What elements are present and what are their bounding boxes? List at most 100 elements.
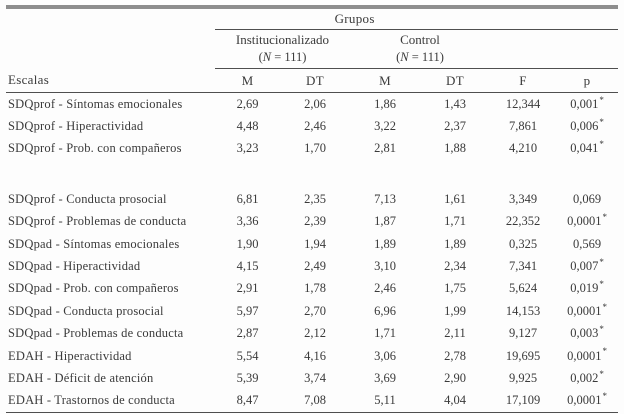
m2-cell: 3,22 bbox=[374, 119, 396, 134]
dt1-cell: 4,16 bbox=[304, 348, 326, 363]
dt2-cell: 1,99 bbox=[444, 303, 466, 318]
table-row: SDQpad - Prob. con compañeros 2,91 1,78 2,4… bbox=[6, 278, 618, 300]
dt2-cell: 2,78 bbox=[444, 348, 466, 363]
p-cell: 0,069 bbox=[572, 191, 602, 206]
table-row: SDQprof - Síntomas emocionales 2,69 2,06 1,… bbox=[6, 93, 618, 116]
escala-cell: EDAH - Hiperactividad bbox=[8, 348, 132, 363]
significance-asterisk: * bbox=[602, 301, 607, 312]
stat-headers-row: Escalas M DT M DT F p bbox=[6, 68, 619, 93]
table-row: SDQprof - Conducta prosocial 6,81 2,35 7,13… bbox=[6, 188, 618, 210]
group-control-cell: Control (N = 111) bbox=[350, 29, 490, 69]
dt2-cell: 1,61 bbox=[444, 191, 466, 206]
blank-cell bbox=[490, 29, 556, 69]
dt1-cell: 2,35 bbox=[304, 191, 326, 206]
dt2-cell: 1,71 bbox=[444, 214, 466, 229]
escala-cell: SDQprof - Síntomas emocionales bbox=[8, 96, 183, 111]
m1-cell: 5,39 bbox=[236, 370, 259, 385]
escala-cell: SDQpad - Prob. con compañeros bbox=[8, 281, 179, 296]
group-name: Control bbox=[400, 32, 440, 48]
table-body: SDQprof - Síntomas emocionales 2,69 2,06 1,… bbox=[6, 93, 618, 413]
table-row: SDQprof - Prob. con compañeros 3,23 1,70 2,… bbox=[6, 138, 618, 160]
m1-cell: 1,90 bbox=[236, 236, 259, 251]
p-cell: 0,001* bbox=[570, 94, 604, 111]
m2-cell: 3,06 bbox=[374, 348, 396, 363]
m1-cell: 4,15 bbox=[236, 259, 259, 274]
table-row: SDQprof - Problemas de conducta 3,36 2,39 1… bbox=[6, 211, 618, 233]
m2-cell: 3,10 bbox=[374, 259, 396, 274]
m1-cell: 5,54 bbox=[236, 348, 259, 363]
escala-cell: EDAH - Déficit de atención bbox=[8, 370, 154, 385]
dt1-cell: 7,08 bbox=[304, 393, 326, 408]
dt1-cell: 2,49 bbox=[304, 259, 326, 274]
p-cell: 0,007* bbox=[570, 256, 604, 274]
table-row: EDAH - Trastornos de conducta 8,47 7,08 5,1… bbox=[6, 390, 618, 413]
escala-cell: SDQpad - Conducta prosocial bbox=[8, 303, 164, 318]
f-cell: 0,325 bbox=[508, 236, 538, 251]
dt1-cell: 3,74 bbox=[304, 370, 326, 385]
m2-cell: 6,96 bbox=[374, 303, 396, 318]
spacer-cell bbox=[6, 160, 618, 188]
corner-blank-cell bbox=[6, 30, 215, 69]
p-cell: 0,002* bbox=[570, 368, 604, 385]
table-row: SDQpad - Conducta prosocial 5,97 2,70 6,96 1… bbox=[6, 300, 618, 322]
p-cell: 0,0001* bbox=[567, 212, 607, 229]
escala-cell: EDAH - Trastornos de conducta bbox=[8, 393, 175, 408]
dt2-column-header: DT bbox=[420, 68, 490, 93]
p-cell: 0,569 bbox=[572, 236, 602, 251]
table-row: SDQpad - Síntomas emocionales 1,90 1,94 1,8… bbox=[6, 233, 618, 255]
dt1-cell: 1,78 bbox=[304, 281, 326, 296]
m2-column-header: M bbox=[350, 68, 420, 93]
m1-cell: 6,81 bbox=[236, 191, 259, 206]
dt2-cell: 1,89 bbox=[444, 236, 466, 251]
m1-cell: 4,48 bbox=[236, 119, 259, 134]
table-header: Grupos Institucionalizado (N = 111) Cont… bbox=[6, 7, 619, 93]
significance-asterisk: * bbox=[602, 391, 607, 402]
significance-asterisk: * bbox=[602, 212, 607, 223]
escala-cell: SDQprof - Problemas de conducta bbox=[8, 214, 187, 229]
grupos-label: Grupos bbox=[334, 11, 375, 26]
f-cell: 14,153 bbox=[505, 303, 541, 318]
table-row: SDQprof - Hiperactividad 4,48 2,46 3,22 2,37… bbox=[6, 115, 618, 137]
m1-cell: 3,36 bbox=[236, 214, 259, 229]
m1-column-header: M bbox=[215, 68, 280, 93]
escala-cell: SDQprof - Hiperactividad bbox=[8, 119, 144, 134]
dt2-cell: 2,11 bbox=[444, 326, 466, 341]
escala-cell: SDQpad - Síntomas emocionales bbox=[8, 236, 180, 251]
f-column-header: F bbox=[490, 68, 556, 93]
f-cell: 4,210 bbox=[508, 141, 538, 156]
f-cell: 3,349 bbox=[508, 191, 538, 206]
m1-cell: 8,47 bbox=[236, 393, 259, 408]
group-names-row: Institucionalizado (N = 111) Control (N … bbox=[6, 29, 619, 69]
f-cell: 17,109 bbox=[505, 393, 541, 408]
p-cell: 0,019* bbox=[570, 279, 604, 296]
dt1-cell: 2,06 bbox=[304, 96, 326, 111]
dt2-cell: 4,04 bbox=[444, 393, 466, 408]
p-cell: 0,0001* bbox=[567, 346, 607, 363]
dt1-cell: 1,70 bbox=[304, 141, 326, 156]
escala-cell: SDQpad - Hiperactividad bbox=[8, 259, 141, 274]
p-cell: 0,0001* bbox=[567, 301, 607, 318]
m2-cell: 1,86 bbox=[374, 96, 396, 111]
f-cell: 22,352 bbox=[505, 214, 541, 229]
m1-cell: 3,23 bbox=[236, 141, 259, 156]
blank-cell bbox=[556, 29, 619, 69]
significance-asterisk: * bbox=[599, 368, 604, 379]
significance-asterisk: * bbox=[599, 256, 604, 267]
significance-asterisk: * bbox=[602, 346, 607, 357]
dt1-cell: 2,46 bbox=[304, 119, 326, 134]
f-cell: 7,861 bbox=[508, 119, 538, 134]
p-column-header: p bbox=[556, 68, 619, 93]
table-row: SDQpad - Problemas de conducta 2,87 2,12 1,… bbox=[6, 323, 618, 345]
corner-blank-cell bbox=[6, 7, 215, 30]
f-cell: 7,341 bbox=[508, 259, 538, 274]
significance-asterisk: * bbox=[599, 94, 604, 105]
dt1-cell: 1,94 bbox=[304, 236, 326, 251]
group-institucionalizado-cell: Institucionalizado (N = 111) bbox=[215, 29, 350, 69]
dt1-cell: 2,39 bbox=[304, 214, 326, 229]
significance-asterisk: * bbox=[599, 116, 604, 127]
f-cell: 12,344 bbox=[505, 96, 541, 111]
m2-cell: 5,11 bbox=[374, 393, 396, 408]
table-row: EDAH - Hiperactividad 5,54 4,16 3,06 2,78 19,… bbox=[6, 345, 618, 367]
m1-cell: 2,91 bbox=[236, 281, 259, 296]
